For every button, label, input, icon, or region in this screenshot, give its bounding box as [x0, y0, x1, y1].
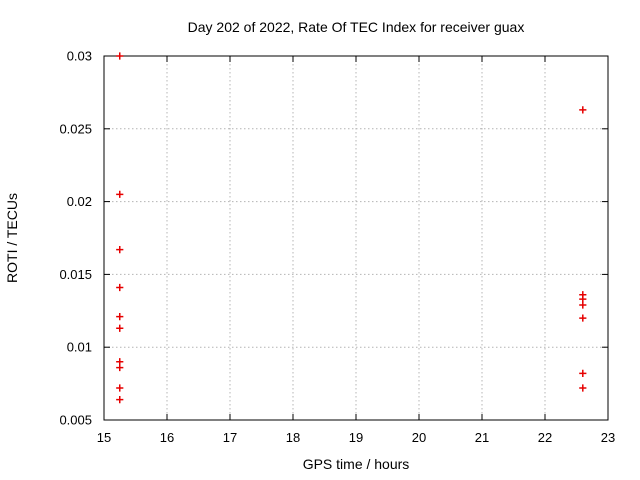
data-point-marker — [579, 301, 587, 309]
x-tick-label: 19 — [349, 430, 363, 445]
data-point-marker — [116, 396, 124, 404]
data-point-marker — [116, 52, 124, 60]
data-point-marker — [579, 384, 587, 392]
y-axis-label: ROTI / TECUs — [4, 193, 20, 283]
chart-title: Day 202 of 2022, Rate Of TEC Index for r… — [188, 19, 525, 35]
y-tick-label: 0.03 — [67, 49, 92, 64]
data-point-marker — [579, 106, 587, 114]
data-point-marker — [116, 190, 124, 198]
y-tick-label: 0.02 — [67, 194, 92, 209]
x-tick-label: 18 — [286, 430, 300, 445]
plot-internals: 15 16 17 18 19 20 21 22 23 0.005 0.01 0.015 0.02 0.02… — [59, 49, 615, 446]
data-point-marker — [116, 283, 124, 292]
y-tick-label: 0.005 — [59, 413, 92, 428]
x-tick-label: 22 — [538, 430, 552, 445]
x-tick-label: 17 — [223, 430, 237, 445]
data-point-marker — [116, 246, 124, 254]
y-tick-label: 0.025 — [59, 121, 92, 136]
x-tick-label: 16 — [160, 430, 174, 445]
data-point-marker — [116, 384, 124, 392]
y-tick-label: 0.015 — [59, 267, 92, 282]
x-tick-label: 20 — [412, 430, 426, 445]
data-point-marker — [579, 369, 587, 378]
x-tick-label: 15 — [97, 430, 111, 445]
y-tick-label: 0.01 — [67, 340, 92, 355]
x-tick-label: 21 — [475, 430, 489, 445]
data-point-marker — [116, 313, 124, 321]
x-tick-label: 23 — [601, 430, 615, 445]
data-point-marker — [579, 314, 587, 322]
data-point-marker — [116, 363, 124, 372]
data-point-marker — [116, 324, 124, 332]
x-axis-label: GPS time / hours — [303, 456, 410, 472]
